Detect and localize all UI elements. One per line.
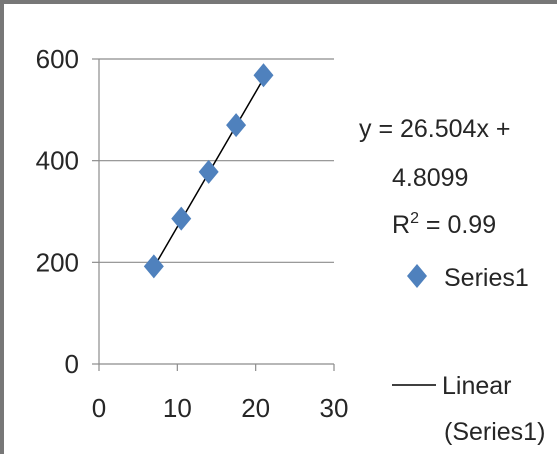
- legend: Series1 Linear (Series1): [392, 264, 545, 446]
- equation-line-2: 4.8099: [392, 164, 468, 192]
- data-point-4: [226, 113, 247, 138]
- r-squared-r: R: [392, 211, 410, 239]
- data-point-3: [198, 159, 219, 184]
- legend-series-marker: [407, 264, 427, 288]
- x-tick-label-0: 0: [92, 393, 106, 423]
- x-tick-label-10: 10: [163, 393, 192, 423]
- data-point-2: [171, 206, 192, 231]
- chart-svg: 0 200 400 600 0 10 20 30 y = 26.504x + 4.8099 …: [36, 44, 546, 446]
- y-tick-label-400: 400: [36, 146, 79, 176]
- legend-trend-label-line-2: (Series1): [444, 418, 545, 446]
- x-axis-ticks: 0 10 20 30: [92, 393, 349, 423]
- y-tick-label-200: 200: [36, 247, 79, 277]
- r-squared-label: R2 = 0.99: [392, 210, 496, 239]
- equation-line-1: y = 26.504x +: [359, 115, 511, 143]
- x-tick-label-20: 20: [241, 393, 270, 423]
- legend-trend-label-line-1: Linear: [442, 372, 512, 400]
- legend-series-label: Series1: [444, 264, 529, 292]
- data-point-5: [253, 63, 274, 88]
- x-tick-label-30: 30: [320, 393, 349, 423]
- data-points: [143, 63, 274, 279]
- r-squared-exponent: 2: [410, 210, 419, 227]
- y-axis-ticks: 0 200 400 600: [36, 44, 79, 379]
- y-tick-label-600: 600: [36, 44, 79, 74]
- equation-annotation: y = 26.504x + 4.8099 R2 = 0.99: [359, 115, 511, 239]
- y-tick-label-0: 0: [65, 349, 79, 379]
- r-squared-value: = 0.99: [419, 211, 496, 239]
- axes: [92, 58, 335, 371]
- data-point-1: [143, 254, 164, 279]
